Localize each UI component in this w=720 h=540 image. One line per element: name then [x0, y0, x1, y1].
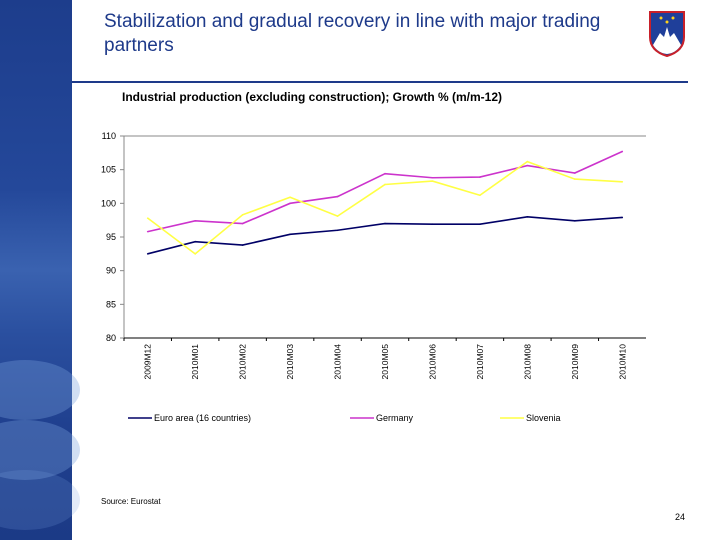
data-point: [479, 176, 481, 178]
data-point: [289, 196, 291, 199]
x-tick-label: 2010M05: [380, 344, 390, 380]
data-point: [574, 178, 576, 180]
data-point: [336, 215, 339, 217]
source-note: Source: Eurostat: [101, 497, 161, 506]
series-line-slovenia: [147, 160, 623, 255]
y-tick-label: 85: [106, 299, 116, 309]
data-point: [479, 194, 481, 197]
decorative-sidebar: [0, 0, 80, 540]
data-point: [621, 216, 624, 219]
data-point: [574, 172, 576, 174]
data-point: [479, 223, 481, 226]
data-point: [621, 180, 624, 183]
x-tick-label: 2010M07: [475, 344, 485, 380]
y-tick-label: 100: [101, 198, 116, 208]
data-point: [431, 180, 434, 182]
legend-label: Euro area (16 countries): [154, 413, 251, 423]
data-point: [289, 202, 291, 205]
data-point: [194, 253, 196, 255]
x-tick-label: 2010M08: [522, 344, 532, 380]
title-divider: [72, 81, 688, 83]
x-tick-label: 2010M04: [333, 344, 343, 380]
x-tick-label: 2010M10: [617, 344, 627, 380]
x-tick-label: 2009M12: [143, 344, 153, 380]
x-tick-label: 2010M03: [285, 344, 295, 380]
y-tick-label: 110: [102, 131, 116, 141]
coat-of-arms-logo: [649, 11, 685, 57]
data-point: [526, 164, 529, 167]
x-tick-label: 2010M01: [190, 344, 200, 380]
y-tick-label: 95: [106, 232, 116, 242]
data-point: [194, 240, 196, 243]
y-tick-label: 105: [101, 165, 116, 175]
data-point: [241, 213, 244, 216]
data-point: [336, 195, 339, 198]
data-point: [241, 222, 244, 225]
data-point: [146, 230, 149, 233]
chart-title: Industrial production (excluding constru…: [122, 90, 503, 104]
y-tick-label: 90: [106, 266, 116, 276]
x-tick-label: 2010M09: [570, 344, 580, 380]
y-tick-label: 80: [106, 333, 116, 343]
data-point: [241, 244, 244, 246]
data-point: [289, 233, 291, 236]
data-point: [431, 223, 434, 226]
data-point: [621, 150, 624, 153]
legend-label: Slovenia: [526, 413, 561, 423]
data-point: [574, 220, 576, 222]
data-point: [526, 160, 529, 163]
data-point: [384, 183, 386, 186]
data-point: [384, 172, 386, 175]
x-tick-label: 2010M02: [238, 344, 248, 380]
data-point: [194, 220, 196, 222]
slide-title: Stabilization and gradual recovery in li…: [104, 11, 601, 56]
data-point: [384, 222, 386, 225]
data-point: [146, 253, 149, 255]
page-number: 24: [675, 512, 686, 522]
legend-label: Germany: [376, 413, 414, 423]
data-point: [526, 216, 529, 218]
data-point: [431, 176, 434, 179]
data-point: [336, 229, 339, 232]
x-tick-label: 2010M06: [427, 344, 437, 380]
data-point: [146, 217, 149, 219]
